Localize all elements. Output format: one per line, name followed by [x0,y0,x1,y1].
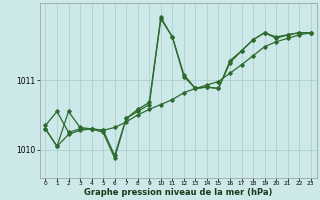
X-axis label: Graphe pression niveau de la mer (hPa): Graphe pression niveau de la mer (hPa) [84,188,272,197]
